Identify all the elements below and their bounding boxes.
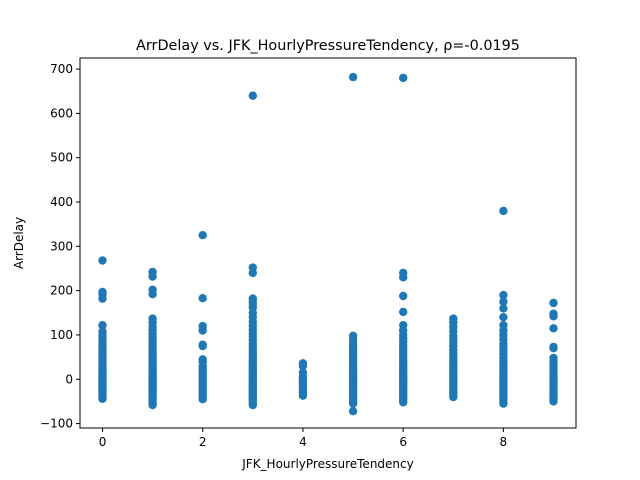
data-point	[148, 400, 157, 410]
plot-area-frame	[79, 57, 577, 429]
y-tick-label: 100	[50, 328, 73, 342]
data-point	[198, 326, 207, 335]
y-tick-label: 0	[65, 372, 73, 386]
points-layer	[98, 72, 558, 416]
data-point	[499, 297, 508, 306]
data-point	[399, 273, 408, 282]
y-tick-label: 300	[50, 239, 73, 253]
chart-title: ArrDelay vs. JFK_HourlyPressureTendency,…	[136, 38, 520, 54]
data-point	[298, 361, 308, 371]
data-point	[98, 294, 107, 303]
y-tick-label: 400	[50, 195, 73, 209]
data-point	[98, 394, 107, 403]
data-point	[148, 272, 157, 281]
data-point	[399, 73, 408, 83]
x-axis-label: JFK_HourlyPressureTendency	[241, 457, 413, 471]
data-point	[348, 399, 358, 408]
y-axis-label: ArrDelay	[12, 217, 26, 269]
data-point	[399, 307, 408, 317]
x-tick-label: 6	[399, 435, 407, 449]
data-point	[499, 206, 508, 216]
data-point	[298, 391, 308, 400]
data-point	[399, 291, 408, 301]
data-point	[549, 397, 558, 406]
data-point	[348, 407, 358, 416]
data-point	[499, 399, 508, 408]
data-point	[399, 398, 408, 407]
data-point	[549, 344, 558, 353]
data-point	[248, 268, 257, 278]
data-point	[549, 324, 558, 333]
data-point	[198, 341, 207, 351]
data-point	[549, 298, 558, 308]
ticks-layer: 0 2 4 6 8 −100 0 100 200 300 400 500 600 700	[40, 62, 507, 449]
y-tick-label: 200	[50, 284, 73, 298]
y-tick-label: 500	[50, 151, 73, 165]
data-point	[98, 256, 107, 265]
data-point	[449, 392, 458, 402]
data-point	[549, 312, 558, 321]
data-point	[499, 313, 508, 322]
data-point	[198, 231, 207, 240]
data-point	[248, 400, 257, 410]
x-tick-label: 0	[99, 435, 107, 449]
data-point	[248, 91, 257, 100]
data-point	[348, 72, 358, 82]
y-tick-label: 600	[50, 106, 73, 120]
data-point	[148, 290, 157, 299]
data-point	[198, 294, 207, 303]
y-tick-label: −100	[40, 417, 73, 431]
data-point	[98, 321, 107, 330]
data-point	[499, 304, 508, 313]
data-point	[198, 395, 207, 404]
x-tick-label: 4	[299, 435, 307, 449]
x-tick-label: 8	[500, 435, 508, 449]
y-tick-label: 700	[50, 62, 73, 76]
x-tick-label: 2	[199, 435, 207, 449]
data-point	[499, 290, 508, 300]
